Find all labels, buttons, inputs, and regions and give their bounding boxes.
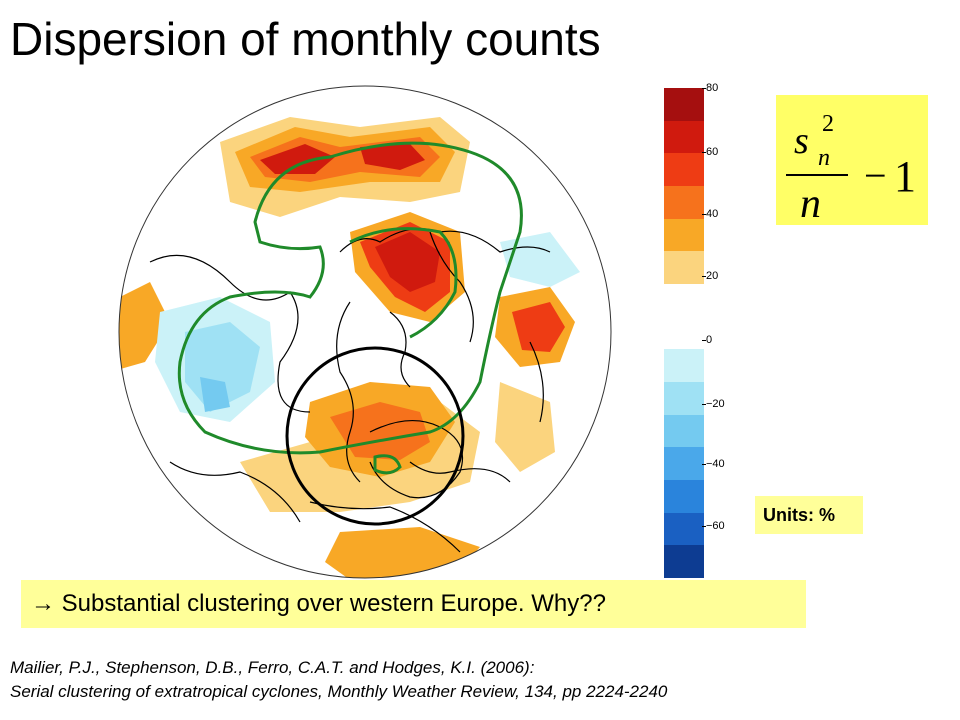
colorbar-tick-label: 40: [701, 208, 719, 220]
citation-line-2: Serial clustering of extratropical cyclo…: [10, 682, 668, 701]
colorbar-segment: [664, 120, 704, 154]
colorbar-tick-label: −60: [702, 520, 725, 532]
colorbar-segment: [664, 349, 704, 383]
callout-text: → Substantial clustering over western Eu…: [21, 580, 806, 628]
colorbar-segment: [664, 414, 704, 448]
significance-contours: [177, 141, 523, 475]
colorbar-segment: [664, 88, 704, 122]
colorbar-segment: [664, 218, 704, 252]
svg-text:1: 1: [894, 152, 916, 201]
polar-dispersion-map: [118, 85, 612, 579]
svg-text:−: −: [864, 153, 887, 198]
colorbar-tick-label: 0: [701, 334, 713, 346]
colorbar-tick-label: −20: [702, 398, 725, 410]
colorbar-segment: [664, 480, 704, 514]
svg-text:n: n: [800, 181, 821, 225]
colorbar-tick-label: −40: [702, 458, 725, 470]
citation: Mailier, P.J., Stephenson, D.B., Ferro, …: [10, 656, 667, 704]
western-europe-highlight-circle: [285, 346, 465, 526]
cool-anomaly-regions: [155, 232, 580, 422]
colorbar-tick-label: 80: [701, 82, 719, 94]
citation-line-1: Mailier, P.J., Stephenson, D.B., Ferro, …: [10, 658, 535, 677]
svg-text:2: 2: [822, 111, 834, 137]
colorbar-segment: [664, 512, 704, 546]
page-title: Dispersion of monthly counts: [10, 13, 601, 65]
units-label: Units: %: [755, 496, 863, 534]
colorbar-segment: [664, 284, 704, 318]
svg-text:n: n: [818, 145, 830, 171]
colorbar-segment: [664, 545, 704, 579]
svg-text:s: s: [794, 120, 809, 162]
colorbar-segment: [664, 153, 704, 187]
colorbar-tick-label: 60: [701, 146, 719, 158]
colorbar-segment: [664, 316, 704, 350]
colorbar: [664, 88, 704, 579]
colorbar-segment: [664, 251, 704, 285]
warm-anomaly-regions: [119, 117, 575, 578]
colorbar-segment: [664, 382, 704, 416]
colorbar-segment: [664, 447, 704, 481]
colorbar-tick-label: 20: [701, 270, 719, 282]
dispersion-formula: s 2 n n − 1: [776, 95, 928, 225]
colorbar-ticks: 80 60 40 20 0 −20 −40 −60: [701, 82, 746, 578]
colorbar-segment: [664, 186, 704, 220]
